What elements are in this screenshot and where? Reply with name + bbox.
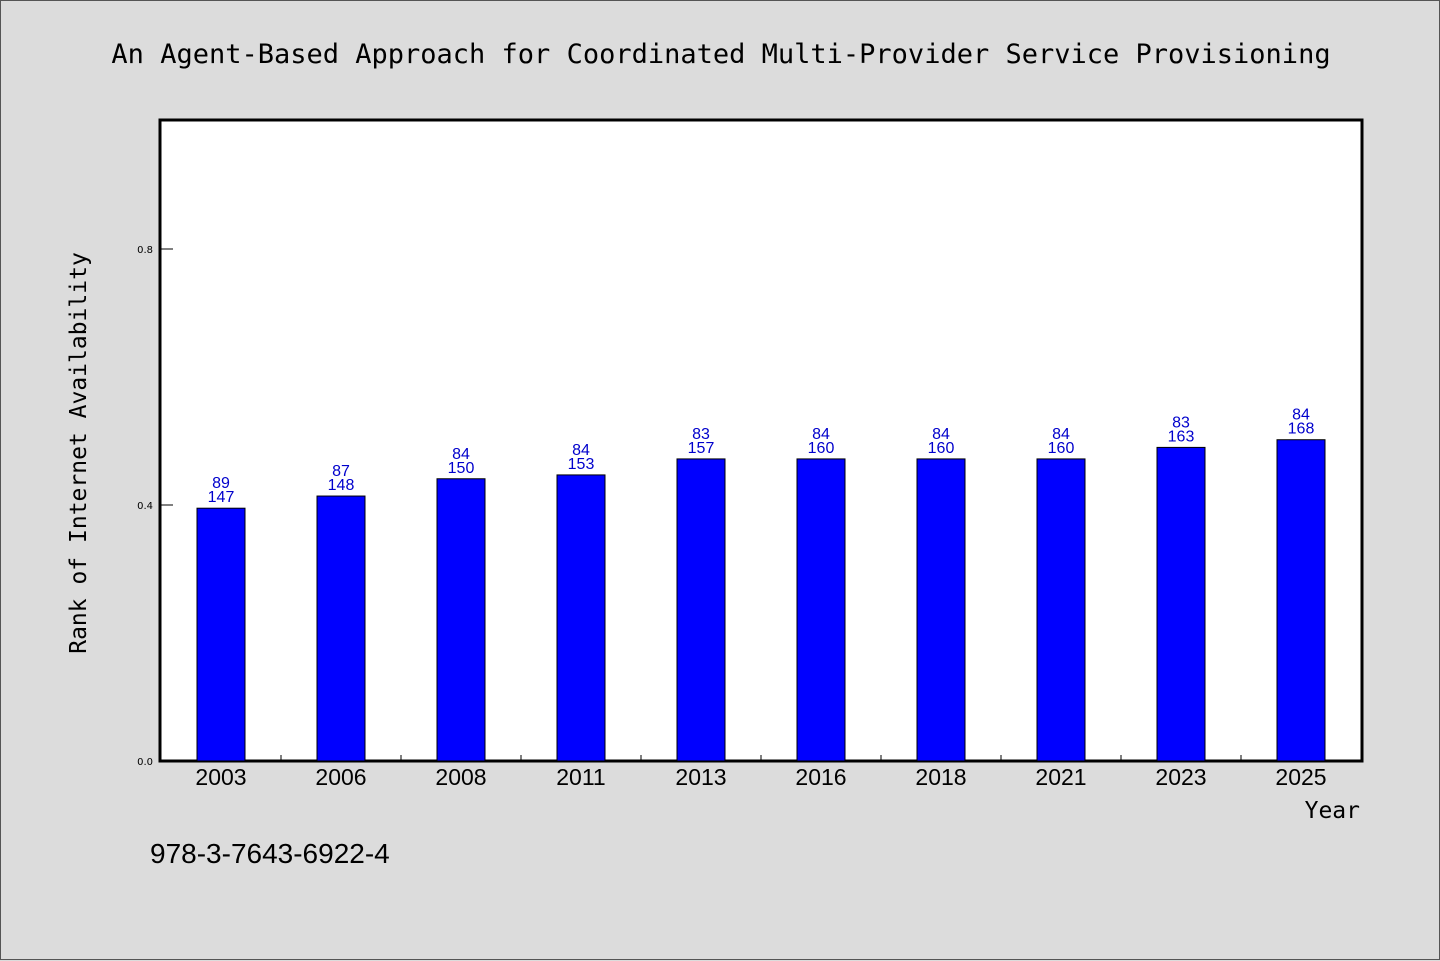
bar-2025 — [1276, 439, 1326, 762]
x-tick-label: 2008 — [435, 764, 486, 790]
data-label-top: 87 — [332, 463, 350, 480]
data-label-top: 84 — [1052, 426, 1070, 443]
bar-2003 — [196, 507, 246, 762]
data-label-bottom: 168 — [1288, 421, 1315, 438]
data-label-bottom: 150 — [448, 460, 475, 477]
data-label-top: 84 — [572, 442, 590, 459]
x-tick-label: 2013 — [675, 764, 726, 790]
bar-2011 — [556, 474, 606, 762]
data-label-bottom: 153 — [568, 456, 595, 473]
data-label-top: 84 — [932, 426, 950, 443]
data-label-top: 84 — [452, 446, 470, 463]
isbn-text: 978-3-7643-6922-4 — [150, 838, 390, 869]
bar-2006 — [316, 495, 366, 762]
x-tick-label: 2023 — [1155, 764, 1206, 790]
x-tick-label: 2006 — [315, 764, 366, 790]
data-label-top: 84 — [1292, 407, 1310, 424]
bar-2018 — [916, 458, 966, 762]
data-label-bottom: 147 — [208, 489, 235, 506]
x-tick-label: 2003 — [195, 764, 246, 790]
y-tick-label: 0.8 — [137, 245, 153, 256]
x-tick-label: 2018 — [915, 764, 966, 790]
x-axis-ticks: 2003 2006 2008 2011 2013 2016 2018 2021 2023 2025 — [195, 755, 1327, 790]
data-label-bottom: 163 — [1168, 428, 1195, 445]
data-label-top: 83 — [692, 426, 710, 443]
data-label-bottom: 160 — [808, 440, 835, 457]
data-label-bottom: 160 — [928, 440, 955, 457]
data-label-bottom: 148 — [328, 477, 355, 494]
bar-2016 — [796, 458, 846, 762]
y-tick-label: 0.4 — [137, 501, 153, 512]
x-tick-label: 2016 — [795, 764, 846, 790]
y-tick-label: 0.0 — [137, 757, 153, 768]
chart-title: An Agent-Based Approach for Coordinated … — [111, 39, 1330, 70]
y-axis-ticks: 0.0 0.4 0.8 — [137, 245, 173, 768]
bar-2021 — [1036, 458, 1086, 762]
x-tick-label: 2025 — [1275, 764, 1326, 790]
data-label-bottom: 160 — [1048, 440, 1075, 457]
data-label-bottom: 157 — [688, 440, 715, 457]
data-label-top: 84 — [812, 426, 830, 443]
x-axis-title: Year — [1305, 798, 1360, 824]
bar-2023 — [1156, 446, 1206, 762]
x-tick-label: 2021 — [1035, 764, 1086, 790]
data-label-top: 89 — [212, 475, 230, 492]
x-tick-label: 2011 — [556, 764, 605, 790]
data-label-top: 83 — [1172, 414, 1190, 431]
bar-2013 — [676, 458, 726, 762]
bar-2008 — [436, 478, 486, 762]
y-axis-title: Rank of Internet Availability — [66, 252, 92, 654]
bars — [196, 439, 1326, 762]
